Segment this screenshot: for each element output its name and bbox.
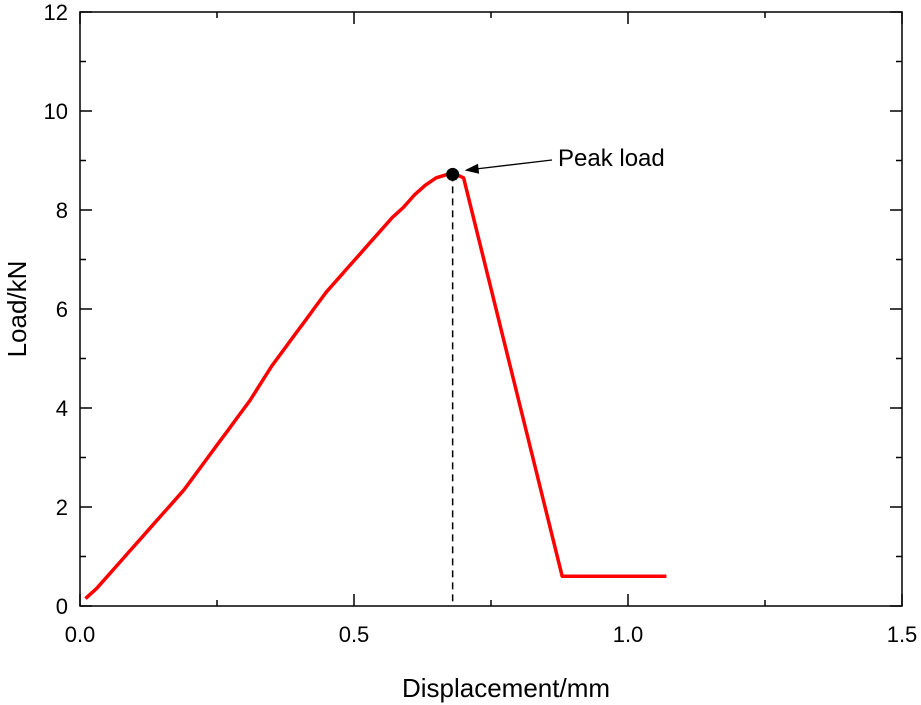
y-tick-label: 2 (56, 495, 68, 520)
peak-arrow-head (464, 163, 480, 174)
y-tick-label: 8 (56, 198, 68, 223)
load-curve-line (84, 172, 667, 600)
annotation-layer: Peak load (446, 145, 665, 606)
x-axis-ticks (79, 12, 903, 606)
x-axis-tick-labels: 0.0 0.5 1.0 1.5 (65, 622, 918, 647)
x-tick-label: 0.0 (65, 622, 96, 647)
y-axis-tick-labels: 0 2 4 6 8 10 12 (44, 0, 68, 619)
y-axis-title: Load/kN (2, 261, 32, 358)
y-tick-label: 10 (44, 99, 68, 124)
y-axis-ticks (80, 11, 902, 607)
x-tick-label: 1.5 (887, 622, 918, 647)
y-tick-label: 0 (56, 594, 68, 619)
y-tick-label: 12 (44, 0, 68, 25)
x-axis-title: Displacement/mm (402, 673, 610, 703)
series-layer (84, 172, 667, 600)
x-tick-label: 0.5 (339, 622, 370, 647)
x-tick-label: 1.0 (613, 622, 644, 647)
plot-area (79, 11, 903, 607)
plot-frame (79, 11, 903, 607)
peak-arrow-line (474, 159, 553, 170)
y-tick-label: 4 (56, 396, 68, 421)
y-tick-label: 6 (56, 297, 68, 322)
peak-marker (446, 167, 460, 181)
peak-annotation-label: Peak load (558, 145, 665, 172)
